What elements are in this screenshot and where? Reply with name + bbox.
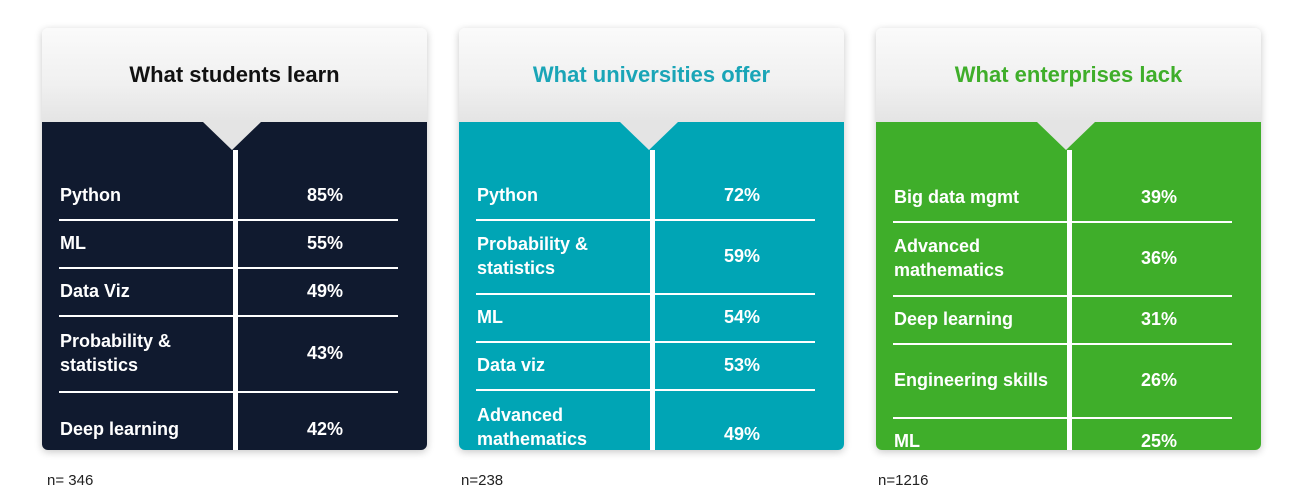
row-label: Probability & statistics [60,331,172,375]
row-value: 85% [306,185,344,205]
sample-size-label: n= 346 [47,472,94,489]
row-label: Python [477,185,538,205]
column-divider [1067,150,1072,450]
card-title: What enterprises lack [954,62,1183,87]
row-divider [893,343,1232,345]
header-pointer [203,122,261,150]
row-value: 36% [1140,248,1178,268]
column-divider [233,150,238,450]
row-value: 55% [306,233,344,253]
sample-size-label: n=238 [461,472,504,489]
row-value: 54% [723,307,761,327]
row-divider [59,267,398,269]
row-label: Advanced mathematics [477,405,588,449]
sample-size-label: n=1216 [878,472,929,489]
card-header [459,28,844,122]
row-label: Engineering skills [894,370,1049,390]
row-label: ML [60,233,86,253]
row-label: ML [477,307,503,327]
row-divider [476,341,815,343]
card-body: Python 72% Probability & statistics 59% … [459,122,844,450]
row-label: Deep learning [894,309,1014,329]
row-divider [59,315,398,317]
row-value: 26% [1140,370,1178,390]
row-value: 49% [723,424,761,444]
header-pointer [1037,122,1095,150]
row-label: Data viz [477,355,546,375]
card-title: What students learn [129,62,340,87]
row-label: Deep learning [60,419,180,439]
row-divider [476,219,815,221]
card-title: What universities offer [532,62,771,87]
row-value: 72% [723,185,761,205]
row-value: 53% [723,355,761,375]
row-divider [476,389,815,391]
header-pointer [620,122,678,150]
card-body: Python 85% ML 55% Data Viz 49% Probabili… [42,122,427,450]
row-label: ML [894,431,920,450]
row-value: 49% [306,281,344,301]
row-value: 43% [306,343,344,363]
card-header [876,28,1261,122]
row-value: 25% [1140,431,1178,450]
row-value: 39% [1140,187,1178,207]
row-divider [59,219,398,221]
enterprises-card: What enterprises lack Big data mgmt 39% … [876,28,1261,450]
row-label: Big data mgmt [894,187,1020,207]
card-body: Big data mgmt 39% Advanced mathematics 3… [876,122,1261,450]
row-value: 42% [306,419,344,439]
row-divider [893,221,1232,223]
students-card: What students learn Python 85% ML 55% Da… [42,28,427,450]
card-header [42,28,427,122]
row-divider [476,293,815,295]
row-label: Advanced mathematics [894,236,1005,280]
row-divider [893,295,1232,297]
row-divider [893,417,1232,419]
row-label: Python [60,185,121,205]
row-label: Probability & statistics [477,234,589,278]
row-value: 59% [723,246,761,266]
row-value: 31% [1140,309,1178,329]
column-divider [650,150,655,450]
row-divider [59,391,398,393]
row-label: Data Viz [60,281,130,301]
universities-card: What universities offer Python 72% Proba… [459,28,844,450]
